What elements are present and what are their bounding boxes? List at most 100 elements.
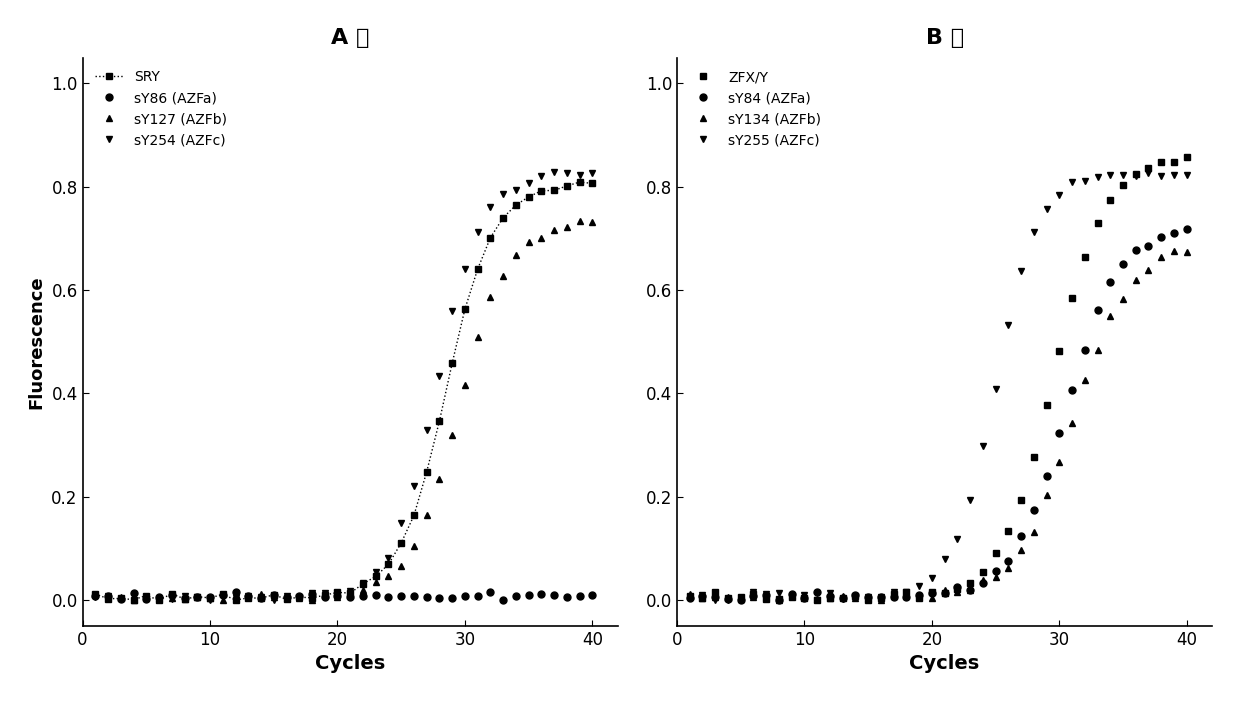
sY134 (AZFb) (810, 594, 825, 603)
SRY (113, 594, 128, 603)
ZFX/Y (1153, 158, 1168, 166)
ZFX/Y (1141, 164, 1156, 172)
sY86 (AZFa) (330, 592, 345, 600)
ZFX/Y (887, 590, 901, 599)
sY127 (AZFb) (228, 592, 243, 600)
sY255 (AZFc) (784, 592, 799, 600)
ZFX/Y (1167, 158, 1182, 167)
sY134 (AZFb) (797, 592, 812, 600)
SRY (432, 417, 446, 426)
ZFX/Y (1179, 154, 1194, 162)
sY134 (AZFb) (694, 594, 709, 603)
sY127 (AZFb) (113, 593, 128, 601)
sY84 (AZFa) (746, 592, 761, 600)
SRY (216, 590, 231, 599)
sY255 (AZFc) (950, 534, 965, 543)
sY255 (AZFc) (708, 596, 723, 604)
sY255 (AZFc) (1090, 173, 1105, 182)
sY255 (AZFc) (1153, 172, 1168, 181)
sY86 (AZFa) (291, 592, 306, 600)
sY134 (AZFb) (962, 585, 977, 594)
sY127 (AZFb) (432, 475, 446, 484)
sY127 (AZFb) (267, 593, 281, 601)
ZFX/Y (899, 588, 914, 597)
sY127 (AZFb) (521, 238, 536, 247)
sY127 (AZFb) (126, 596, 141, 604)
sY134 (AZFb) (1141, 266, 1156, 274)
SRY (368, 572, 383, 580)
sY134 (AZFb) (822, 594, 837, 602)
sY127 (AZFb) (342, 591, 357, 599)
ZFX/Y (1013, 496, 1028, 504)
Line: sY127 (AZFb): sY127 (AZFb) (92, 217, 596, 604)
sY255 (AZFc) (1116, 171, 1131, 179)
sY84 (AZFa) (924, 589, 939, 597)
sY86 (AZFa) (432, 594, 446, 602)
sY255 (AZFc) (746, 588, 761, 597)
sY127 (AZFb) (470, 333, 485, 341)
ZFX/Y (720, 594, 735, 602)
Line: ZFX/Y: ZFX/Y (686, 154, 1190, 604)
SRY (496, 214, 511, 222)
SRY (126, 595, 141, 604)
sY127 (AZFb) (419, 511, 434, 519)
sY134 (AZFb) (988, 573, 1003, 581)
Title: A 组: A 组 (331, 28, 370, 48)
sY255 (AZFc) (1179, 170, 1194, 179)
sY84 (AZFa) (822, 592, 837, 600)
sY255 (AZFc) (962, 496, 977, 504)
ZFX/Y (1065, 294, 1080, 302)
SRY (305, 594, 320, 602)
sY134 (AZFb) (1065, 419, 1080, 428)
sY255 (AZFc) (1013, 266, 1028, 275)
sY127 (AZFb) (253, 590, 268, 598)
sY254 (AZFc) (585, 168, 600, 177)
ZFX/Y (1078, 253, 1092, 261)
sY127 (AZFb) (151, 594, 166, 602)
SRY (190, 592, 205, 601)
Legend: ZFX/Y, sY84 (AZFa), sY134 (AZFb), sY255 (AZFc): ZFX/Y, sY84 (AZFa), sY134 (AZFb), sY255 … (683, 64, 827, 153)
sY255 (AZFc) (1027, 227, 1042, 236)
sY255 (AZFc) (1141, 169, 1156, 177)
sY254 (AZFc) (445, 307, 460, 315)
sY255 (AZFc) (1001, 321, 1016, 329)
SRY (139, 592, 154, 600)
sY127 (AZFb) (572, 217, 587, 225)
SRY (585, 179, 600, 188)
sY255 (AZFc) (1065, 178, 1080, 186)
sY134 (AZFb) (899, 592, 914, 601)
sY134 (AZFb) (836, 592, 851, 601)
ZFX/Y (836, 594, 851, 602)
SRY (88, 590, 103, 598)
sY127 (AZFb) (317, 590, 332, 598)
Line: sY134 (AZFb): sY134 (AZFb) (686, 247, 1190, 604)
sY127 (AZFb) (330, 593, 345, 601)
sY254 (AZFc) (432, 372, 446, 380)
sY127 (AZFb) (100, 592, 115, 601)
sY255 (AZFc) (759, 590, 774, 598)
sY134 (AZFb) (1179, 248, 1194, 257)
sY255 (AZFc) (899, 587, 914, 596)
sY86 (AZFa) (88, 592, 103, 601)
SRY (228, 596, 243, 604)
sY84 (AZFa) (1078, 346, 1092, 355)
sY134 (AZFb) (848, 594, 863, 602)
Line: sY255 (AZFc): sY255 (AZFc) (686, 170, 1190, 604)
sY254 (AZFc) (151, 596, 166, 604)
SRY (100, 594, 115, 603)
sY254 (AZFc) (572, 171, 587, 179)
sY254 (AZFc) (253, 592, 268, 601)
sY134 (AZFb) (759, 593, 774, 601)
ZFX/Y (1128, 170, 1143, 179)
SRY (445, 359, 460, 367)
sY86 (AZFa) (445, 594, 460, 602)
sY134 (AZFb) (1167, 247, 1182, 255)
ZFX/Y (1052, 346, 1066, 355)
sY127 (AZFb) (559, 223, 574, 231)
sY134 (AZFb) (861, 594, 875, 602)
sY84 (AZFa) (1116, 259, 1131, 268)
sY134 (AZFb) (1128, 275, 1143, 284)
sY134 (AZFb) (720, 592, 735, 601)
sY86 (AZFa) (279, 592, 294, 601)
ZFX/Y (733, 593, 748, 601)
